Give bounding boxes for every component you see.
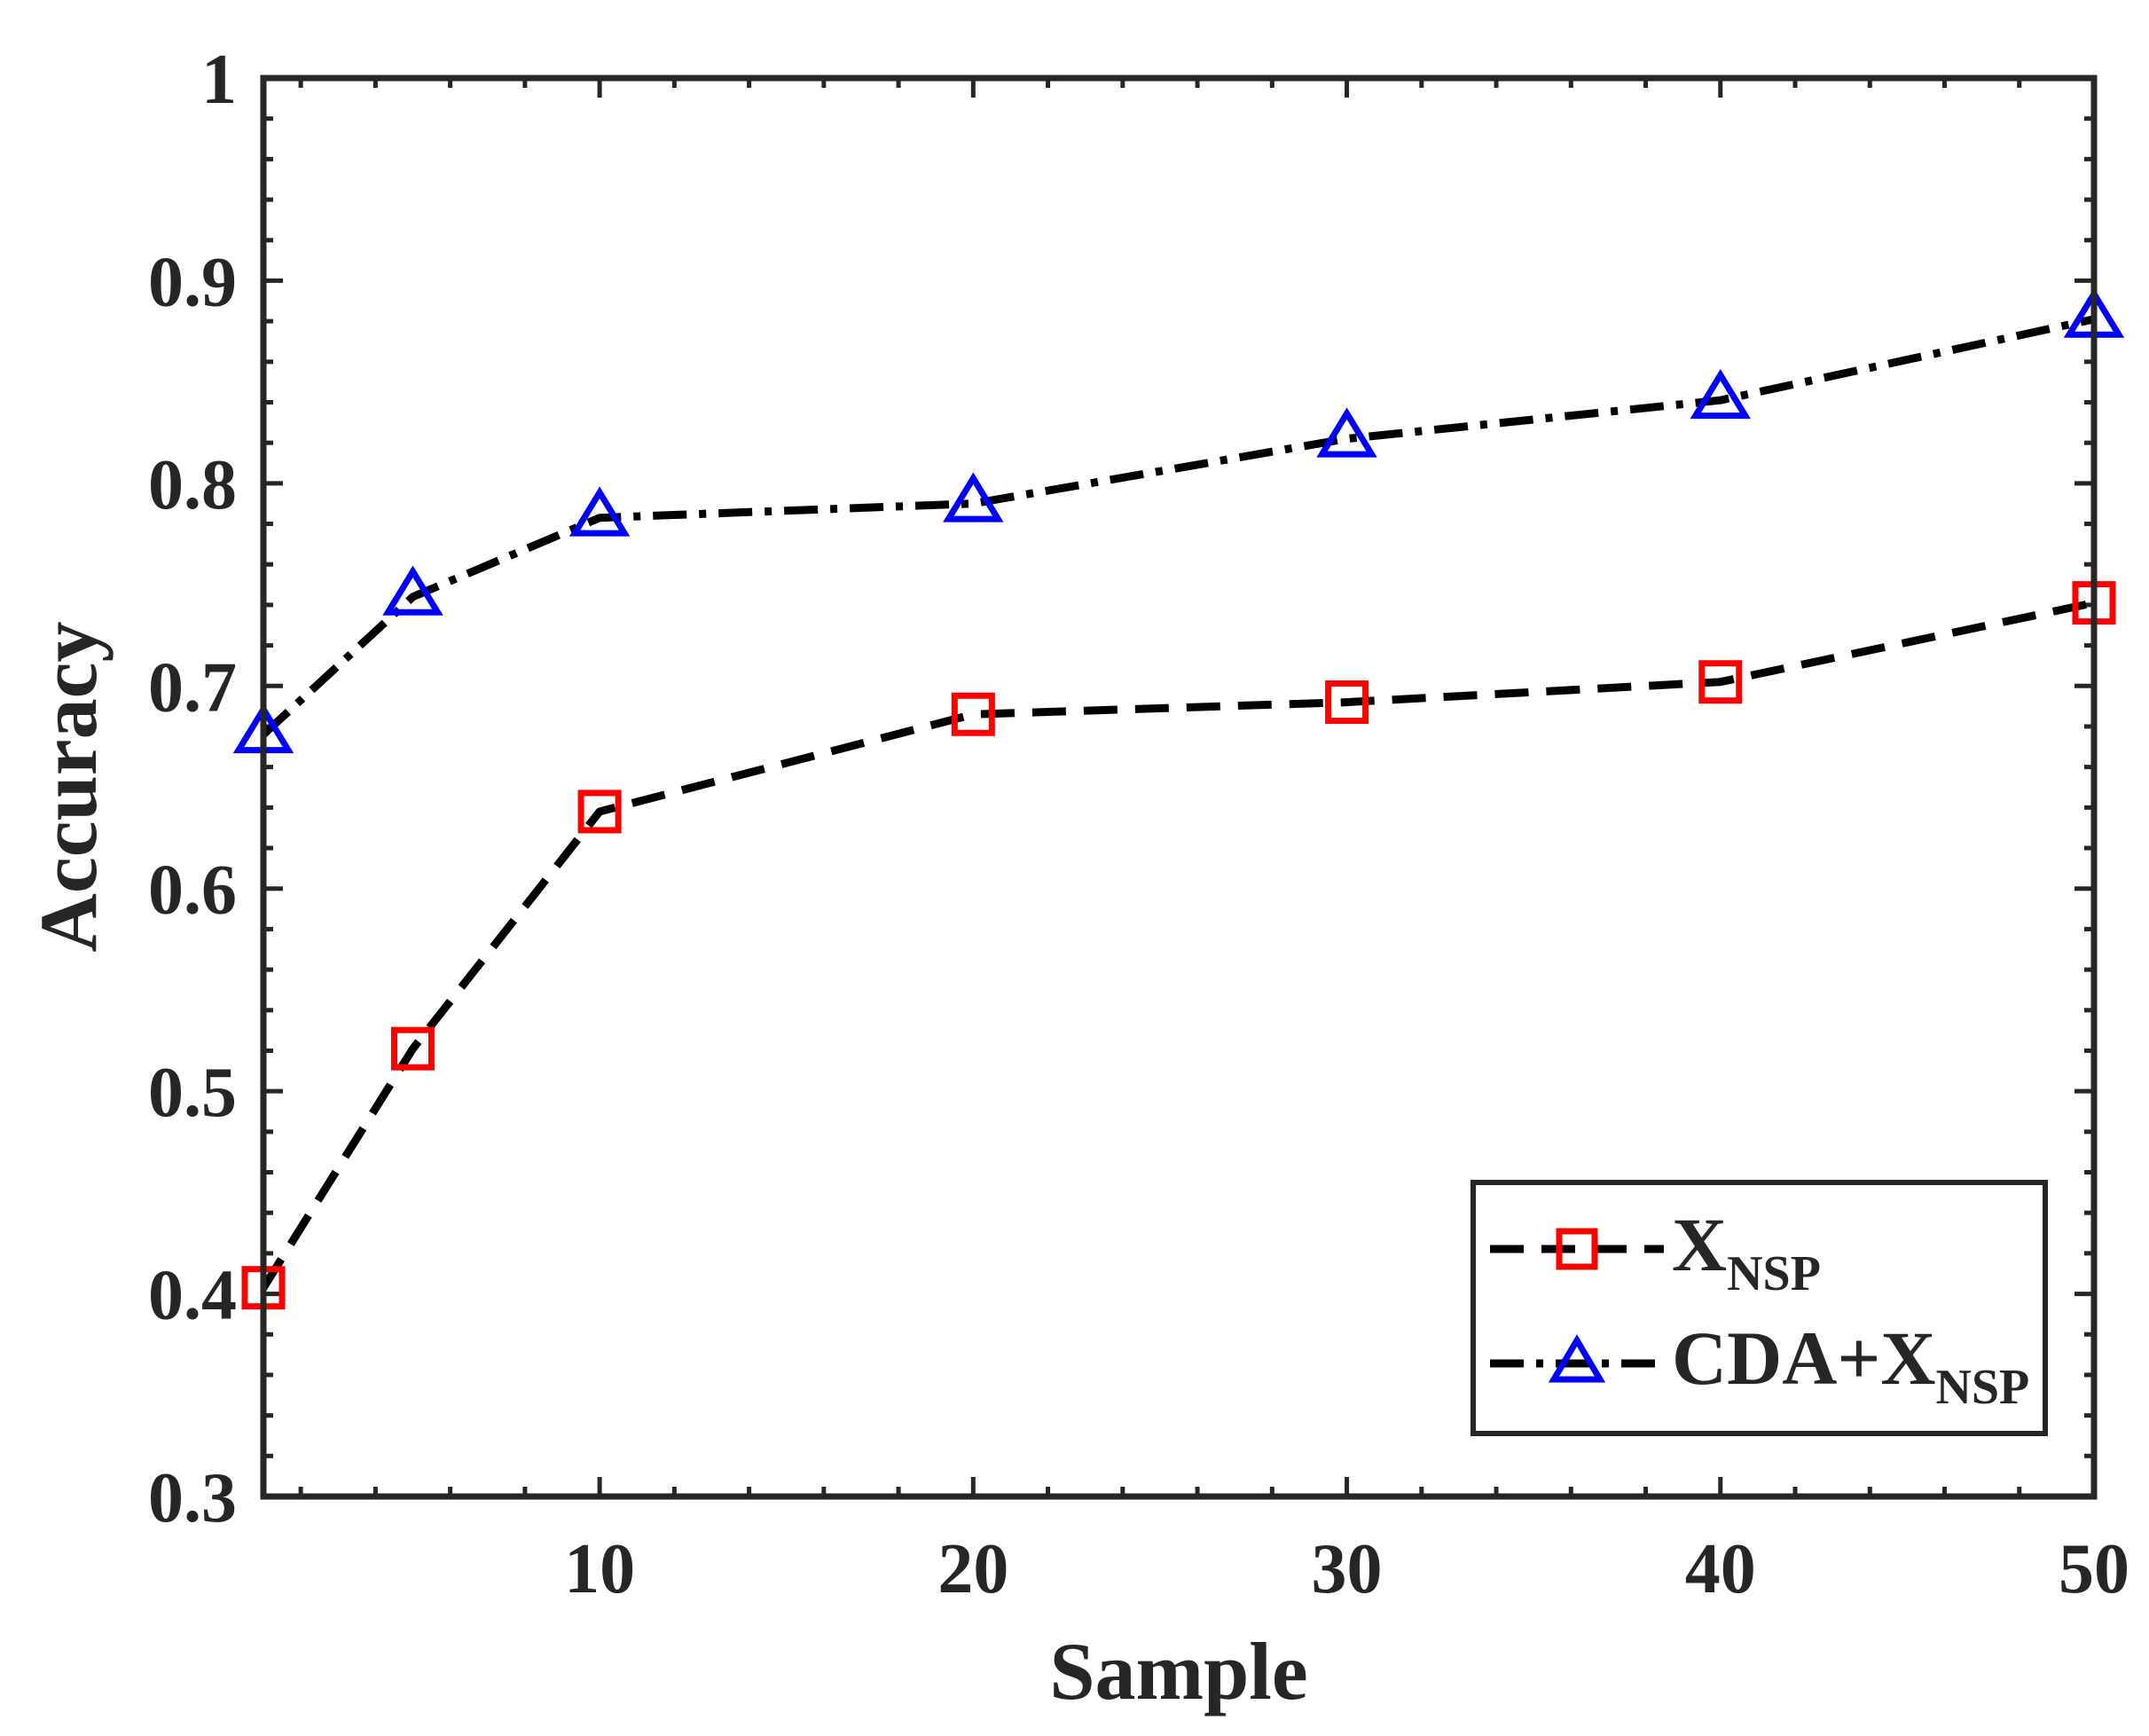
legend-xnsp-label: XNSP <box>1672 1202 1821 1301</box>
y-tick-label: 0.3 <box>148 1459 237 1537</box>
series-line-xnsp <box>260 599 2095 1291</box>
x-axis-label: Sample <box>1049 1626 1307 1716</box>
legend-item-xnsp: XNSP <box>1490 1202 1821 1301</box>
y-tick-label: 1 <box>201 41 237 119</box>
legend-box <box>1471 1180 2048 1436</box>
x-tick-label: 40 <box>1685 1530 1756 1608</box>
x-tick-label: 30 <box>1312 1530 1383 1608</box>
legend-cda-xnsp-main: CDA+X <box>1672 1316 1935 1401</box>
data-point-cda-xnsp <box>382 565 443 616</box>
x-tick-label: 20 <box>937 1530 1008 1608</box>
y-axis-label: Accuracy <box>23 622 114 953</box>
plot-area-frame <box>260 75 2098 1500</box>
y-tick-label: 0.6 <box>148 852 237 930</box>
legend: XNSP CDA+XNSP <box>1471 1180 2048 1436</box>
y-tick-label: 0.7 <box>148 648 237 727</box>
legend-item-cda-xnsp: CDA+XNSP <box>1490 1316 2029 1415</box>
data-point-xnsp <box>1325 680 1369 725</box>
legend-cda-xnsp-marker <box>1548 1334 1606 1383</box>
x-tick-label: 10 <box>564 1530 635 1608</box>
series-line-cda-xnsp <box>260 315 2095 738</box>
x-tick-label: 50 <box>2059 1530 2129 1608</box>
legend-xnsp-main: X <box>1672 1202 1727 1287</box>
data-point-xnsp <box>577 789 622 834</box>
y-tick-label: 0.5 <box>148 1054 237 1132</box>
tick-labels: 0.3 0.4 0.5 0.6 0.7 0.8 0.9 1 10 20 30 40 50 <box>148 41 2129 1608</box>
data-point-cda-xnsp <box>1316 407 1377 458</box>
legend-cda-xnsp-label: CDA+XNSP <box>1672 1316 2029 1415</box>
data-point-cda-xnsp <box>1690 368 1752 420</box>
legend-xnsp-marker <box>1556 1228 1598 1270</box>
legend-cda-xnsp-subscript: NSP <box>1935 1360 2029 1415</box>
data-point-xnsp <box>1698 660 1743 704</box>
y-tick-label: 0.9 <box>148 243 237 321</box>
data-point-xnsp <box>390 1026 435 1071</box>
y-tick-label: 0.4 <box>148 1257 237 1335</box>
legend-xnsp-subscript: NSP <box>1727 1246 1821 1301</box>
y-tick-label: 0.8 <box>148 446 237 524</box>
data-point-cda-xnsp <box>943 472 1004 522</box>
data-point-cda-xnsp <box>569 486 631 537</box>
data-point-xnsp <box>951 692 995 736</box>
